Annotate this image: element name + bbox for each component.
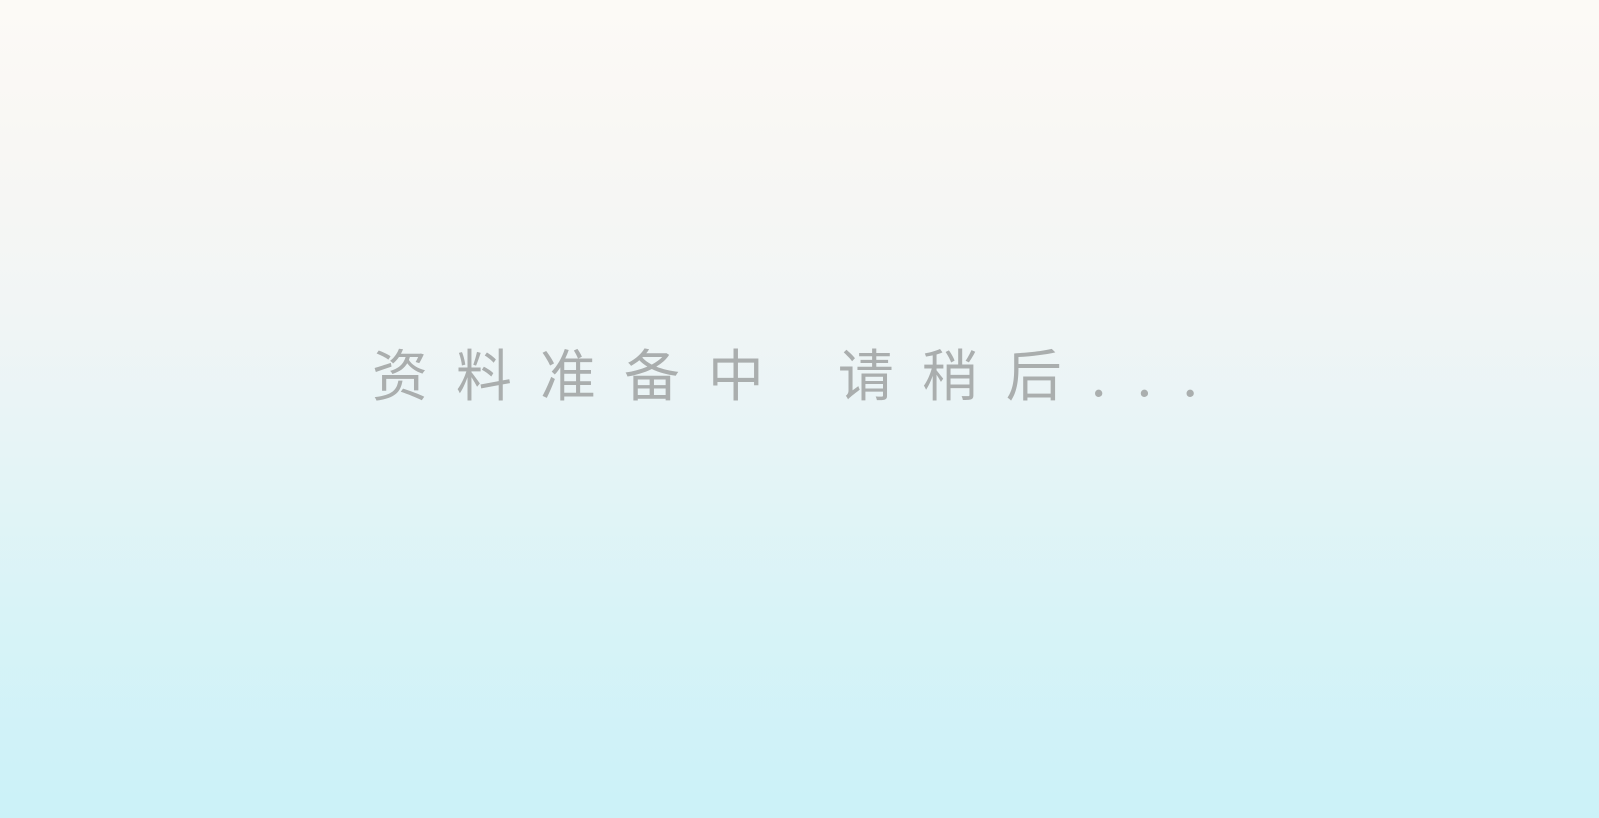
loading-message: 资料准备中 请稍后... — [371, 345, 1228, 410]
